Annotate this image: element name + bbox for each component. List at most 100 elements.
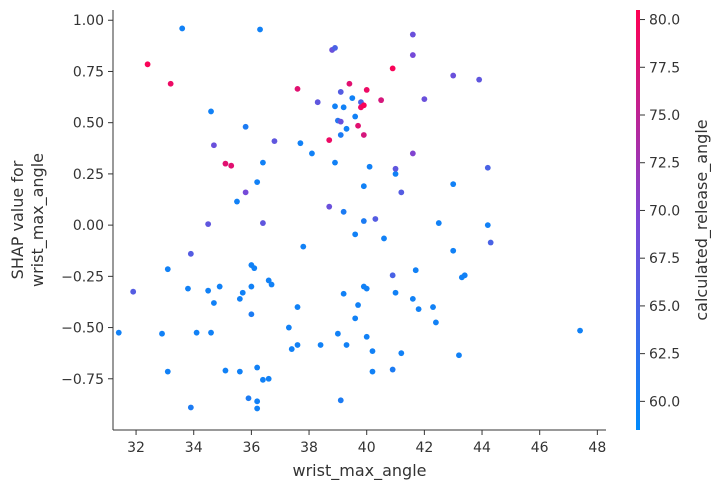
scatter-point: [260, 220, 266, 226]
scatter-point: [355, 122, 361, 129]
scatter-points: [115, 25, 583, 412]
scatter-point: [164, 266, 171, 273]
y-tick-label: 1.00: [73, 13, 104, 29]
scatter-point: [208, 329, 214, 336]
x-tick-label: 32: [127, 440, 145, 456]
scatter-point: [332, 103, 338, 110]
scatter-point: [285, 324, 292, 331]
scatter-point: [476, 76, 483, 83]
scatter-point: [300, 243, 307, 250]
scatter-point: [271, 138, 278, 145]
colorbar-tick-label: 72.5: [649, 156, 680, 172]
y-axis-title-line-2: wrist_max_angle: [28, 153, 48, 287]
colorbar-tick-label: 60.0: [649, 394, 680, 410]
x-tick-label: 46: [531, 440, 549, 456]
scatter-point: [254, 364, 261, 371]
scatter-point: [179, 25, 186, 32]
x-tick-label: 48: [588, 440, 606, 456]
scatter-point: [409, 295, 416, 302]
scatter-point: [326, 137, 333, 143]
scatter-point: [254, 398, 261, 405]
scatter-point: [159, 330, 165, 337]
colorbar-title: calculated_release_angle: [692, 119, 712, 320]
x-axis-title: wrist_max_angle: [293, 461, 427, 481]
scatter-point: [254, 405, 261, 412]
x-tick-label: 42: [415, 440, 433, 456]
scatter-point: [115, 329, 122, 336]
scatter-point: [363, 333, 370, 340]
scatter-point: [337, 397, 344, 404]
scatter-point: [389, 272, 396, 279]
scatter-point: [208, 108, 214, 115]
x-tick-label: 40: [358, 440, 376, 456]
scatter-point: [430, 304, 436, 310]
scatter-point: [130, 288, 137, 295]
scatter-point: [332, 45, 338, 51]
scatter-point: [251, 265, 258, 272]
scatter-point: [340, 290, 347, 297]
scatter-point: [242, 189, 249, 196]
scatter-point: [450, 181, 457, 188]
scatter-point: [352, 231, 359, 238]
scatter-point: [294, 85, 301, 92]
scatter-point: [234, 198, 240, 205]
y-tick-label: 0.50: [73, 116, 104, 132]
scatter-point: [288, 346, 295, 352]
scatter-point: [360, 132, 367, 138]
scatter-point: [164, 368, 171, 375]
scatter-point: [487, 239, 494, 246]
scatter-point: [360, 183, 367, 190]
y-tick-label: −0.50: [61, 321, 104, 337]
scatter-point: [409, 150, 416, 157]
scatter-point: [265, 277, 272, 284]
scatter-point: [254, 179, 261, 185]
scatter-point: [216, 283, 223, 290]
colorbar-tick-label: 67.5: [649, 251, 680, 267]
y-tick-label: −0.75: [61, 372, 104, 388]
scatter-point: [309, 150, 315, 157]
scatter-point: [317, 342, 324, 348]
scatter-point: [337, 132, 344, 138]
scatter-point: [355, 302, 361, 308]
colorbar-tick-label: 80.0: [649, 13, 680, 29]
scatter-point: [236, 295, 243, 302]
scatter-point: [378, 97, 385, 104]
scatter-point: [484, 222, 491, 229]
scatter-point: [245, 395, 252, 402]
scatter-point: [222, 367, 229, 374]
scatter-point: [369, 368, 376, 375]
scatter-point: [265, 375, 272, 382]
scatter-point: [211, 142, 217, 149]
y-tick-label: 0.25: [73, 167, 104, 183]
scatter-point: [257, 26, 263, 33]
scatter-point: [326, 203, 333, 210]
scatter-point: [242, 123, 249, 130]
x-tick-label: 34: [185, 440, 203, 456]
scatter-point: [211, 300, 217, 306]
scatter-point: [334, 330, 341, 337]
scatter-point: [346, 80, 353, 87]
scatter-point: [369, 348, 376, 355]
scatter-point: [340, 208, 347, 215]
scatter-point: [409, 52, 416, 58]
scatter-point: [167, 80, 174, 87]
scatter-point: [352, 315, 359, 322]
colorbar-tick-label: 75.0: [649, 108, 680, 124]
colorbar-ticks: 60.0 62.5 65.0 67.5 70.0 72.5 75.0 77.5 80.0: [640, 13, 680, 410]
scatter-point: [205, 287, 212, 294]
scatter-point: [187, 250, 194, 257]
scatter-point: [421, 96, 428, 103]
scatter-point: [236, 368, 243, 375]
scatter-point: [340, 104, 347, 111]
scatter-point: [392, 171, 399, 177]
scatter-point: [412, 267, 419, 274]
x-tick-label: 44: [473, 440, 491, 456]
scatter-point: [205, 221, 212, 227]
x-axis-ticks: 32 34 36 38 40 42 44 46 48: [127, 430, 606, 456]
scatter-point: [456, 352, 462, 359]
scatter-point: [352, 113, 359, 120]
scatter-point: [193, 329, 200, 336]
scatter-point: [360, 102, 367, 109]
